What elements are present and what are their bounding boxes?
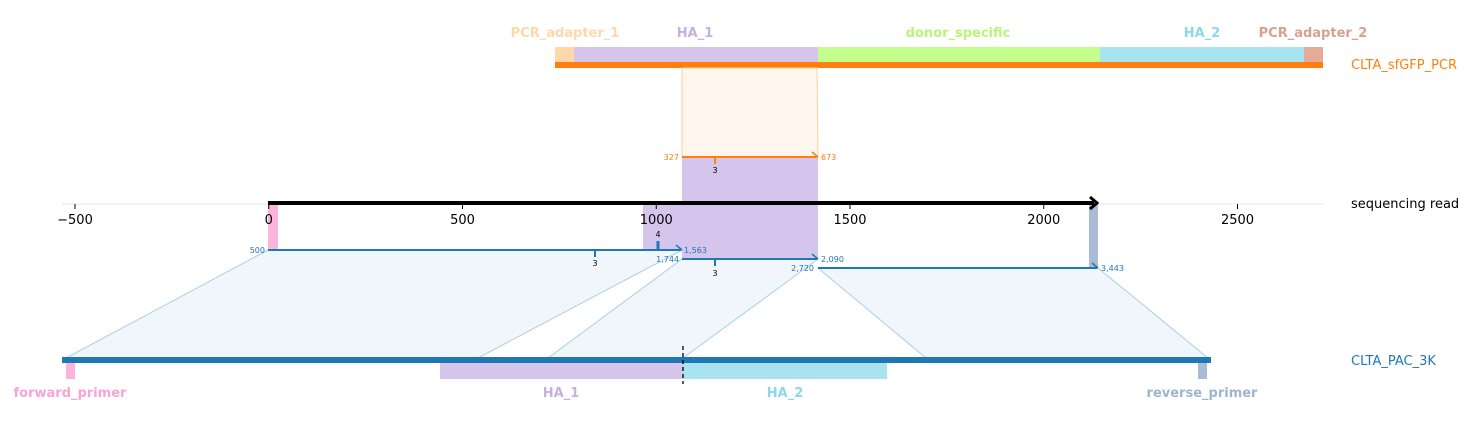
axis-tick-label: 500 bbox=[450, 213, 475, 228]
feature-label-pcr-adapter-1: PCR_adapter_1 bbox=[511, 26, 620, 41]
top-reference-line bbox=[555, 62, 1323, 68]
sequencing-read-arrowhead bbox=[1089, 195, 1100, 211]
alignment-b2-mismatch-count: 3 bbox=[712, 269, 717, 278]
alignment-b3: 2,720 3,443 bbox=[791, 262, 1124, 273]
feature-label-pcr-adapter-2: PCR_adapter_2 bbox=[1259, 26, 1368, 41]
axis-tick-label: 1000 bbox=[640, 213, 673, 228]
bottom-reference-line bbox=[62, 357, 1211, 363]
alignment-top-end: 673 bbox=[821, 153, 836, 162]
read-ha-1-highlight-lower bbox=[682, 204, 818, 260]
alignment-top-start: 327 bbox=[664, 153, 679, 162]
alignment-b1-mismatch-count: 3 bbox=[592, 259, 597, 268]
read-reverse-primer-highlight bbox=[1089, 204, 1098, 268]
feature-bar-pcr-adapter-2 bbox=[1304, 47, 1323, 62]
feature-label-ha-1-bottom: HA_1 bbox=[543, 386, 580, 401]
alignment-b2: 1,744 2,090 3 bbox=[656, 253, 844, 278]
alignment-b2-start: 1,744 bbox=[656, 255, 679, 264]
feature-bar-ha-2-top bbox=[1100, 47, 1304, 62]
alignment-b3-arrowhead bbox=[1091, 262, 1099, 269]
feature-label-donor-specific: donor_specific bbox=[906, 26, 1011, 41]
axis-tick-label: −500 bbox=[57, 213, 93, 228]
read-ha-1-small-highlight bbox=[643, 204, 682, 250]
feature-label-ha-2-bottom: HA_2 bbox=[767, 386, 804, 401]
axis-tick-label: 1500 bbox=[833, 213, 866, 228]
feature-label-ha-2-top: HA_2 bbox=[1184, 26, 1221, 41]
bottom-alignment-shades bbox=[65, 249, 1210, 359]
alignment-top: 327 673 3 bbox=[664, 151, 836, 175]
feature-bar-ha-2-bottom bbox=[683, 363, 887, 379]
feature-label-ha-1-top: HA_1 bbox=[677, 26, 714, 41]
bottom-reference: forward_primer HA_1 HA_2 reverse_primer … bbox=[14, 346, 1436, 401]
feature-label-forward-primer: forward_primer bbox=[14, 386, 128, 401]
feature-bar-donor-specific bbox=[818, 47, 1100, 62]
feature-bar-reverse-primer bbox=[1198, 363, 1207, 379]
alignment-b3-end: 3,443 bbox=[1101, 264, 1124, 273]
alignment-b1-indel-count: 4 bbox=[655, 230, 660, 239]
alignment-b3-start: 2,720 bbox=[791, 264, 814, 273]
alignment-b2-arrowhead bbox=[811, 253, 819, 260]
alignment-top-arrowhead bbox=[811, 151, 819, 158]
read-ha-1-highlight-upper bbox=[682, 157, 818, 203]
feature-bar-ha-1-top bbox=[574, 47, 818, 62]
alignment-b2-end: 2,090 bbox=[821, 255, 844, 264]
axis-ticks: −500 0 500 1000 1500 2000 2500 bbox=[57, 204, 1254, 228]
feature-bar-pcr-adapter-1 bbox=[555, 47, 574, 62]
reference-name-top: CLTA_sfGFP_PCR bbox=[1351, 58, 1457, 73]
feature-label-reverse-primer: reverse_primer bbox=[1147, 386, 1259, 401]
alignment-top-mismatch-count: 3 bbox=[712, 166, 717, 175]
axis-tick-label: 2500 bbox=[1221, 213, 1254, 228]
alignment-b1-end: 1,563 bbox=[684, 246, 707, 255]
reference-name-read: sequencing read bbox=[1351, 197, 1459, 212]
alignment-b1-start: 500 bbox=[250, 246, 265, 255]
read-axis: −500 0 500 1000 1500 2000 2500 sequencing read bbox=[57, 195, 1459, 228]
top-alignment-shade bbox=[681, 67, 819, 158]
alignment-b1: 500 1,563 3 4 bbox=[250, 230, 707, 268]
read-forward-primer-highlight bbox=[268, 204, 278, 250]
axis-tick-label: 0 bbox=[265, 213, 273, 228]
feature-bar-forward-primer bbox=[66, 363, 75, 379]
alignment-shade-b3 bbox=[816, 267, 1210, 359]
top-reference: PCR_adapter_1 HA_1 donor_specific HA_2 P… bbox=[511, 26, 1457, 73]
feature-bar-ha-1-bottom bbox=[440, 363, 683, 379]
alignment-b1-arrowhead bbox=[675, 244, 683, 251]
reference-name-bottom: CLTA_PAC_3K bbox=[1351, 354, 1436, 369]
axis-tick-label: 2000 bbox=[1027, 213, 1060, 228]
